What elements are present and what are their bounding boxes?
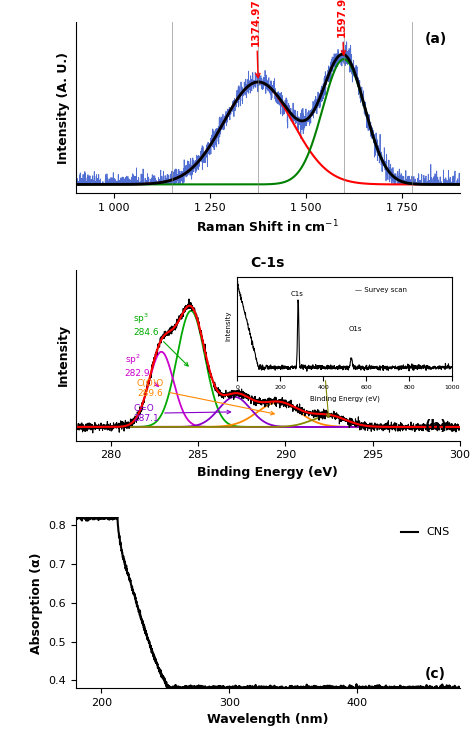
Text: C(O)O
289.6: C(O)O 289.6 bbox=[137, 379, 274, 415]
Text: C=O
287.1: C=O 287.1 bbox=[134, 403, 231, 423]
Text: 1597.90: 1597.90 bbox=[337, 0, 347, 55]
Text: sp$^2$
282.9: sp$^2$ 282.9 bbox=[125, 353, 158, 386]
Y-axis label: Intensity: Intensity bbox=[57, 324, 70, 386]
X-axis label: Binding Energy (eV): Binding Energy (eV) bbox=[197, 466, 338, 479]
Y-axis label: Intensity (A. U.): Intensity (A. U.) bbox=[57, 52, 70, 164]
Text: 1374.97: 1374.97 bbox=[251, 0, 261, 78]
Text: sp$^3$
284.6: sp$^3$ 284.6 bbox=[134, 312, 188, 366]
X-axis label: Wavelength (nm): Wavelength (nm) bbox=[207, 713, 328, 727]
Text: (c): (c) bbox=[425, 667, 446, 681]
X-axis label: Raman Shift in cm$^{-1}$: Raman Shift in cm$^{-1}$ bbox=[196, 218, 339, 235]
Title: C-1s: C-1s bbox=[251, 256, 285, 270]
Legend: CNS: CNS bbox=[397, 523, 454, 542]
Y-axis label: Absorption (α): Absorption (α) bbox=[30, 552, 43, 653]
Text: (a): (a) bbox=[425, 32, 447, 46]
Text: π-π*
292.5: π-π* 292.5 bbox=[311, 356, 337, 417]
Text: (b): (b) bbox=[425, 420, 448, 434]
